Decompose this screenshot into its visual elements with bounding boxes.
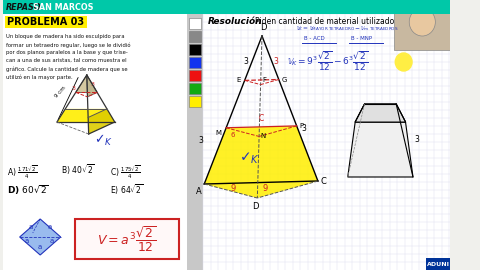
Text: 9 cm: 9 cm: [54, 85, 67, 99]
FancyBboxPatch shape: [3, 14, 187, 270]
Text: E) $64\sqrt{2}$: E) $64\sqrt{2}$: [110, 183, 144, 197]
Text: a: a: [49, 238, 53, 244]
FancyBboxPatch shape: [189, 31, 201, 42]
Polygon shape: [204, 126, 318, 198]
FancyBboxPatch shape: [426, 258, 450, 270]
Polygon shape: [355, 104, 406, 122]
Text: $V = a^3\dfrac{\sqrt{2}}{12}$: $V = a^3\dfrac{\sqrt{2}}{12}$: [97, 224, 156, 254]
Text: a: a: [48, 224, 52, 230]
Text: 3: 3: [91, 83, 95, 87]
Circle shape: [395, 53, 412, 71]
FancyBboxPatch shape: [189, 56, 201, 68]
Text: A: A: [196, 187, 202, 196]
FancyBboxPatch shape: [187, 14, 204, 270]
Polygon shape: [57, 109, 115, 122]
Text: D: D: [252, 202, 259, 211]
Text: E: E: [237, 77, 241, 83]
Text: 3: 3: [198, 136, 203, 145]
Text: M: M: [216, 130, 221, 136]
Text: 3: 3: [72, 86, 76, 92]
Text: D) $60\sqrt{2}$: D) $60\sqrt{2}$: [7, 183, 48, 197]
FancyBboxPatch shape: [189, 83, 201, 93]
Polygon shape: [20, 219, 60, 255]
FancyBboxPatch shape: [189, 18, 201, 29]
Text: Un bloque de madera ha sido esculpido para: Un bloque de madera ha sido esculpido pa…: [6, 34, 124, 39]
Text: SAN MARCOS: SAN MARCOS: [33, 2, 93, 12]
Text: Resolución: Resolución: [208, 16, 263, 25]
Text: 9: 9: [230, 184, 235, 193]
Text: $\checkmark_K$: $\checkmark_K$: [94, 133, 113, 147]
FancyBboxPatch shape: [5, 16, 87, 28]
Text: ADUNI: ADUNI: [427, 262, 450, 266]
Text: C) $\frac{175\sqrt{2}}{4}$: C) $\frac{175\sqrt{2}}{4}$: [110, 163, 141, 181]
Text: Piden cantidad de material utilizado para hacer el: Piden cantidad de material utilizado par…: [254, 16, 447, 25]
Text: PROBLEMA 03: PROBLEMA 03: [7, 17, 84, 27]
FancyBboxPatch shape: [189, 96, 201, 106]
Text: $\mathbb{V}_K = 9^3\dfrac{\sqrt{2}}{12} - 6^3\dfrac{\sqrt{2}}{12}$: $\mathbb{V}_K = 9^3\dfrac{\sqrt{2}}{12} …: [287, 50, 369, 73]
Text: $\checkmark_K$: $\checkmark_K$: [239, 151, 259, 166]
Polygon shape: [348, 122, 413, 177]
Text: a: a: [25, 238, 29, 244]
Text: 3: 3: [243, 57, 248, 66]
Text: N: N: [260, 133, 265, 139]
FancyBboxPatch shape: [75, 219, 179, 259]
Text: 9: 9: [263, 184, 268, 193]
Text: P: P: [300, 123, 303, 129]
Text: REPASO: REPASO: [6, 2, 41, 12]
Polygon shape: [87, 75, 97, 97]
Text: a: a: [38, 244, 42, 250]
Text: gráfico. Calcule la cantidad de madera que se: gráfico. Calcule la cantidad de madera q…: [6, 66, 127, 72]
Text: A) $\frac{171\sqrt{2}}{4}$: A) $\frac{171\sqrt{2}}{4}$: [7, 163, 37, 181]
FancyBboxPatch shape: [395, 0, 450, 50]
Text: D: D: [260, 23, 266, 32]
FancyBboxPatch shape: [204, 14, 450, 270]
Text: B - ACD: B - ACD: [304, 36, 324, 41]
FancyBboxPatch shape: [189, 43, 201, 55]
Polygon shape: [355, 104, 406, 122]
Text: F: F: [263, 77, 266, 83]
Text: por dos planos paralelos a la base y que trise-: por dos planos paralelos a la base y que…: [6, 50, 128, 55]
FancyBboxPatch shape: [189, 69, 201, 80]
Text: 6: 6: [231, 132, 235, 138]
Text: $\mathbb{V}_K = \mathbb{V}_{\mathrm{MAYOR\ TETRAEDRO}} - \mathbb{V}_{\mathrm{m\ : $\mathbb{V}_K = \mathbb{V}_{\mathrm{MAYO…: [297, 24, 399, 33]
Text: utilizó en la mayor parte.: utilizó en la mayor parte.: [6, 74, 72, 79]
Text: 3: 3: [273, 57, 278, 66]
Text: a: a: [29, 224, 33, 230]
Text: B) $40\sqrt{2}$: B) $40\sqrt{2}$: [60, 163, 95, 177]
Text: formar un tetraedro regular, luego se le dividió: formar un tetraedro regular, luego se le…: [6, 42, 130, 48]
Text: 3: 3: [301, 124, 306, 133]
Text: G: G: [282, 76, 287, 83]
Text: 3: 3: [415, 136, 420, 144]
Text: B - MNP: B - MNP: [350, 36, 372, 41]
Circle shape: [409, 8, 435, 36]
Polygon shape: [76, 75, 97, 92]
Polygon shape: [88, 109, 115, 134]
Text: C: C: [321, 177, 326, 185]
FancyBboxPatch shape: [3, 0, 450, 14]
Text: C: C: [259, 114, 264, 123]
Text: can a una de sus aristas, tal como muestra el: can a una de sus aristas, tal como muest…: [6, 58, 126, 63]
